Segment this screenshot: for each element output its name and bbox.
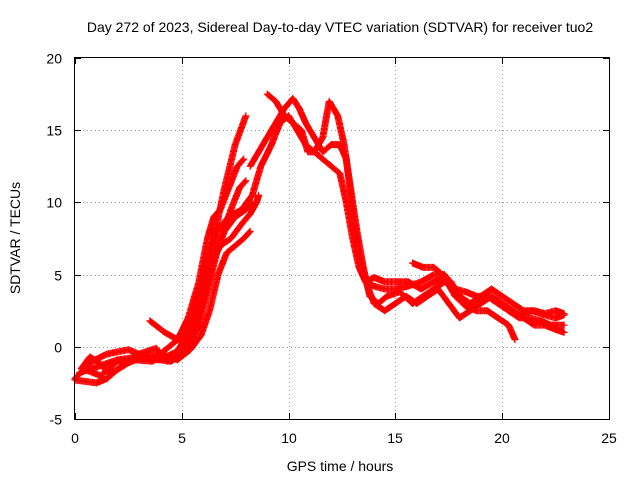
- plot-frame: [74, 57, 610, 420]
- series-track-11: [82, 227, 254, 380]
- axes: 0 5 10 15 20 25 -5 0 5 10 15 20: [46, 51, 617, 447]
- x-tick-label: 0: [71, 430, 79, 446]
- data-series: [71, 90, 568, 387]
- x-tick-label: 10: [281, 430, 297, 446]
- series-points: [82, 227, 254, 380]
- series-points: [359, 271, 568, 336]
- series-track-9: [359, 271, 568, 336]
- y-tick-label: -5: [50, 412, 63, 428]
- chart-title: Day 272 of 2023, Sidereal Day-to-day VTE…: [87, 19, 594, 35]
- y-tick-label: 0: [54, 340, 62, 356]
- series-track-2: [71, 112, 250, 387]
- y-axis-label: SDTVAR / TECUs: [7, 182, 23, 294]
- x-tick-label: 25: [601, 430, 617, 446]
- x-tick-label: 15: [387, 430, 403, 446]
- x-tick-label: 20: [494, 430, 510, 446]
- series-track-10: [409, 259, 568, 318]
- series-points: [409, 259, 568, 318]
- x-tick-label: 5: [178, 430, 186, 446]
- y-tick-label: 5: [54, 268, 62, 284]
- y-tick-label: 20: [46, 51, 62, 67]
- series-points: [71, 112, 250, 387]
- y-tick-label: 10: [46, 195, 62, 211]
- x-axis-label: GPS time / hours: [287, 458, 394, 474]
- grid: [75, 58, 609, 419]
- y-tick-label: 15: [46, 123, 62, 139]
